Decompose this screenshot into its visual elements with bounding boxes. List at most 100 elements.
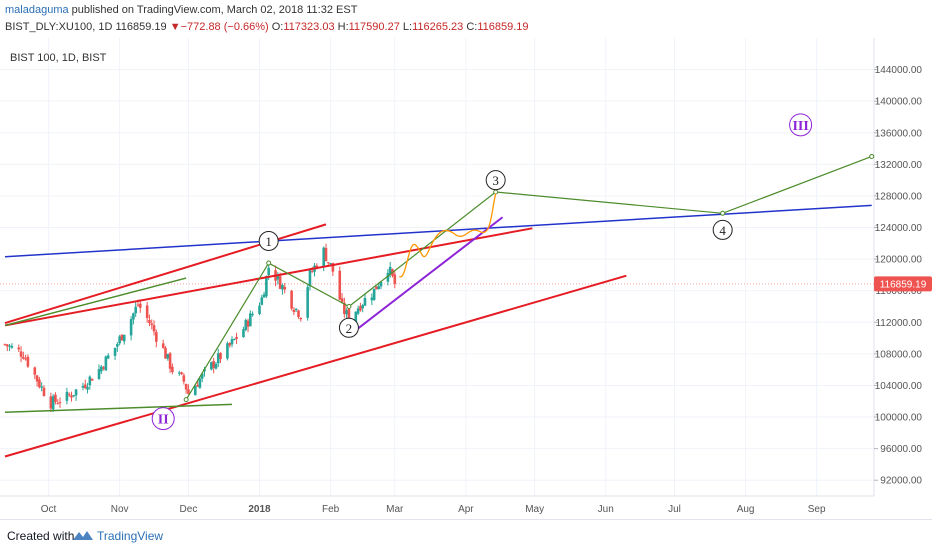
symbol-info: BIST_DLY:XU100, 1D 116859.19 ▼−772.88 (−… [5,21,529,33]
price-chart[interactable]: 92000.00 96000.00 100000.00 104000.00 108000… [0,0,932,519]
y-tick-label: 112000.00 [875,318,922,329]
candle-body [299,317,303,320]
wave-pivot [183,397,189,403]
candle-body [329,263,332,265]
candle-body [104,356,108,371]
candle-body [100,366,103,372]
high-value: 117590.27 [348,21,400,33]
candle-body [49,396,53,409]
candle-body [216,353,220,364]
wave-label-circle [712,219,733,240]
candle-body [150,323,154,325]
open-label: O: [271,21,284,33]
wave-label-text: II [158,413,169,428]
candle-body [3,344,7,346]
candle-body [347,308,351,323]
candle-body [363,297,367,306]
last-price: 116859.19 [115,21,167,33]
x-tick-label: May [525,504,544,515]
trendline-purple [355,216,504,331]
y-tick-label: 128000.00 [875,191,923,202]
candle-body [56,403,60,405]
wave-label-text: III [792,119,808,134]
candle-body [393,274,397,284]
projection-path-orange [398,193,497,278]
wave-label-circle [258,230,279,251]
candle-body [267,267,270,276]
publish-info: maladaguma published on TradingView.com,… [5,4,357,16]
close-label: C: [466,21,478,33]
candle-body [251,314,254,316]
y-tick-label: 144000.00 [875,65,923,76]
current-price-badge: 116859.19 [874,276,932,292]
x-tick-label: 2018 [248,504,271,515]
candle-body [258,305,261,314]
tradingview-brand-link[interactable]: TradingView [97,529,164,543]
candle-body [184,383,188,390]
candle-body [8,345,11,347]
candle-body [136,304,140,306]
wave-pivot [493,189,499,195]
candle-body [338,270,342,300]
candle-body [219,352,222,360]
x-tick-label: Feb [322,504,340,515]
wave-label-text: 3 [492,173,499,188]
wave-pivot [869,153,875,159]
candle-body [177,372,181,374]
candle-body [171,366,174,373]
candle-body [278,276,282,289]
y-tick-label: 140000.00 [875,97,923,108]
candle-body [180,372,183,375]
candle-body [134,306,137,314]
candle-body [88,376,92,386]
time-axis[interactable]: Oct Nov Dec 2018 Feb Mar Apr May Jun Jul Aug Sep [0,495,874,515]
candle-body [83,384,87,388]
candle-body [164,347,167,359]
candle-body [232,338,236,340]
elliott-wave-path [185,155,872,400]
candle-body [262,294,266,298]
y-tick-label: 120000.00 [875,255,923,266]
price-change: −772.88 (−0.66%) [180,21,269,33]
candle-body [5,344,9,347]
candle-body [168,353,172,369]
symbol-label[interactable]: BIST_DLY:XU100, 1D [5,21,113,33]
candle-body [235,336,238,339]
candle-body [200,373,204,379]
series-legend: BIST 100, 1D, BIST [10,52,107,64]
x-tick-label: Jul [668,504,681,515]
candle-body [228,342,232,346]
candle-body [242,329,245,338]
tradingview-logo-icon[interactable] [72,528,94,547]
candle-body [54,394,57,403]
price-axis[interactable]: 92000.00 96000.00 100000.00 104000.00 108000… [873,38,923,496]
candle-body [161,343,165,348]
candle-body [26,356,30,367]
candle-body [102,367,105,369]
candle-body [122,334,126,342]
candle-body [377,286,381,290]
candle-body [361,305,364,309]
candle-body [226,343,229,359]
high-label: H: [337,21,349,33]
wave-label-circle [151,407,175,431]
candle-body [315,265,319,269]
candle-body [210,362,213,370]
candle-body [97,369,101,380]
wave-pivot [266,260,272,266]
candle-body [138,303,142,308]
candle-body [65,391,69,401]
y-tick-label: 92000.00 [880,476,922,487]
low-label: L: [402,21,413,33]
wave-label-circle [485,170,506,191]
candle-body [86,386,89,390]
candle-body [155,332,158,342]
y-tick-label: 96000.00 [880,444,922,455]
y-tick-label: 132000.00 [875,160,923,171]
candle-body [187,389,190,394]
candle-body [113,347,117,356]
candle-body [230,339,234,345]
y-tick-label: 116000.00 [875,286,922,297]
candle-body [386,272,390,282]
author-link[interactable]: maladaguma [5,4,69,16]
